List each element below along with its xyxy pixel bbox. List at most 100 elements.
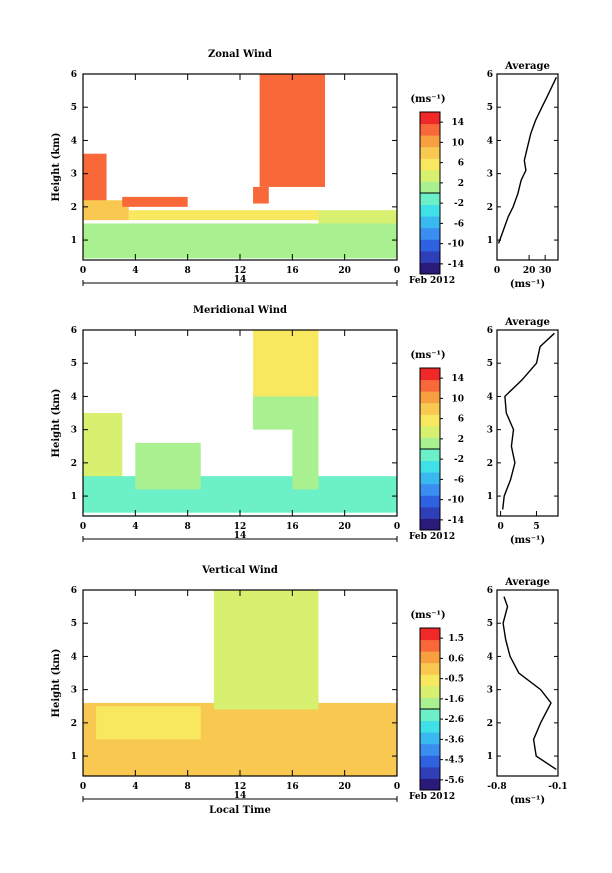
y-tick-label: 5 — [71, 103, 77, 113]
profile-line — [497, 76, 558, 244]
y-tick-label: 4 — [71, 136, 77, 146]
colorbar-tick-label: -4.5 — [445, 756, 464, 766]
colorbar-swatch — [420, 766, 440, 779]
colorbar-tick-label: -10 — [448, 496, 464, 506]
colorbar-tick-label: -14 — [448, 516, 464, 526]
colorbar-swatch — [420, 518, 440, 531]
profile-y-label: 1 — [487, 236, 493, 246]
x-tick-label: 8 — [185, 266, 191, 276]
colorbar-swatch — [420, 402, 440, 415]
colorbar-swatch — [420, 628, 440, 641]
chart-title: Zonal Wind — [208, 49, 272, 60]
colorbar-swatch — [420, 697, 440, 710]
colorbar-swatch — [420, 449, 440, 462]
colorbar-tick-label: -3.6 — [445, 735, 464, 745]
y-tick-label: 2 — [71, 459, 77, 469]
heatmap-cell — [96, 706, 201, 740]
x-tick-label: 8 — [185, 522, 191, 532]
date-label: 14 — [234, 791, 247, 801]
colorbar-tick-label: -14 — [448, 260, 464, 270]
x-tick-label: 12 — [234, 266, 247, 276]
profile-x-label: 5 — [533, 522, 539, 532]
heatmap-cell — [83, 223, 397, 259]
heatmap-cell — [128, 210, 319, 221]
colorbar-tick-label: 10 — [451, 138, 464, 148]
y-tick-label: 1 — [71, 752, 77, 762]
colorbar-swatch — [420, 495, 440, 508]
colorbar-tick-label: 1.5 — [448, 634, 464, 644]
heatmap-cell — [318, 210, 397, 224]
chart-title: Vertical Wind — [201, 565, 278, 576]
colorbar-swatch — [420, 368, 440, 381]
profile-title: Average — [504, 61, 550, 72]
heatmap-cell — [292, 423, 319, 490]
colorbar-swatch — [420, 720, 440, 733]
heatmap-cell — [83, 476, 397, 513]
profile-y-label: 6 — [487, 326, 493, 336]
heatmap-cell — [135, 442, 201, 490]
colorbar-swatch — [420, 639, 440, 652]
colorbar-swatch — [420, 483, 440, 496]
x-tick-label: 0 — [394, 266, 400, 276]
y-tick-label: 1 — [71, 492, 77, 502]
colorbar-swatch — [420, 414, 440, 427]
colorbar-tick-label: -0.5 — [445, 675, 464, 685]
profile-y-label: 6 — [487, 586, 493, 596]
heatmap-cell — [83, 200, 129, 221]
colorbar-tick-label: -6 — [454, 219, 464, 229]
colorbar-swatch — [420, 262, 440, 275]
x-tick-label: 20 — [338, 782, 351, 792]
colorbar-swatch — [420, 391, 440, 404]
profile-y-label: 4 — [487, 652, 493, 662]
y-axis-label: Height (km) — [51, 389, 62, 458]
colorbar-unit: (ms⁻¹) — [410, 350, 445, 361]
heatmap-cell — [122, 196, 188, 207]
colorbar-swatch — [420, 506, 440, 519]
colorbar-unit: (ms⁻¹) — [410, 610, 445, 621]
x-tick-label: 0 — [394, 782, 400, 792]
profile-x-label: -0.8 — [487, 782, 506, 792]
y-tick-label: 2 — [71, 203, 77, 213]
colorbar-tick-label: -6 — [454, 475, 464, 485]
x-tick-label: 12 — [234, 782, 247, 792]
colorbar-swatch — [420, 204, 440, 217]
colorbar-tick-label: 14 — [451, 118, 464, 128]
x-tick-label: 4 — [132, 522, 138, 532]
profile-y-label: 3 — [487, 686, 493, 696]
colorbar-swatch — [420, 472, 440, 485]
profile-title: Average — [504, 317, 550, 328]
heatmap-cell — [259, 74, 326, 187]
x-tick-label: 12 — [234, 522, 247, 532]
y-tick-label: 4 — [71, 392, 77, 402]
colorbar-swatch — [420, 709, 440, 722]
colorbar-tick-label: 2 — [458, 179, 464, 189]
date-suffix: Feb 2012 — [409, 532, 455, 542]
colorbar-tick-label: -2 — [454, 455, 464, 465]
colorbar-swatch — [420, 193, 440, 206]
profile-x-label: 20 — [523, 266, 536, 276]
colorbar-tick-label: -10 — [448, 240, 464, 250]
colorbar-swatch — [420, 181, 440, 194]
colorbar-tick-label: -1.6 — [445, 695, 464, 705]
colorbar-swatch — [420, 379, 440, 392]
profile-frame — [496, 73, 559, 261]
x-tick-label: 16 — [286, 522, 299, 532]
colorbar-unit: (ms⁻¹) — [410, 94, 445, 105]
y-tick-label: 2 — [71, 719, 77, 729]
profile-xlabel: (ms⁻¹) — [510, 535, 545, 546]
colorbar-swatch — [420, 732, 440, 745]
x-tick-label: 20 — [338, 266, 351, 276]
profile-xlabel: (ms⁻¹) — [510, 795, 545, 806]
colorbar-swatch — [420, 437, 440, 450]
colorbar-tick-label: 14 — [451, 374, 464, 384]
colorbar-tick-label: -5.6 — [445, 776, 464, 786]
profile-y-label: 3 — [487, 170, 493, 180]
colorbar-swatch — [420, 250, 440, 263]
profile-y-label: 5 — [487, 359, 493, 369]
colorbar-swatch — [420, 755, 440, 768]
chart-title: Meridional Wind — [193, 305, 287, 316]
colorbar-swatch — [420, 425, 440, 438]
profile-y-label: 2 — [487, 719, 493, 729]
y-tick-label: 3 — [71, 170, 77, 180]
